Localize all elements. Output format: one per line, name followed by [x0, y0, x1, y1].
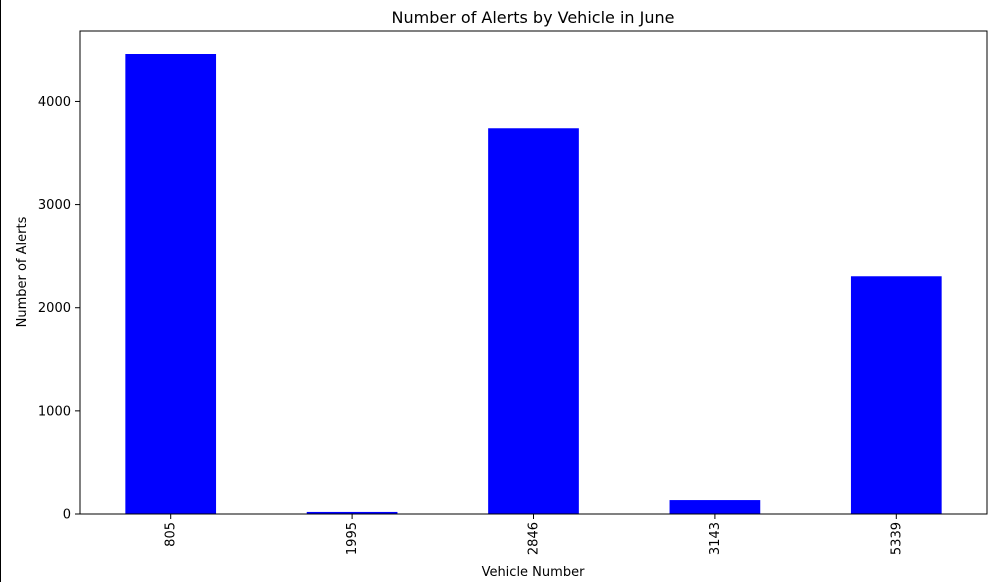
y-axis-label: Number of Alerts [15, 216, 30, 327]
y-axis: 0 1000 2000 3000 4000 [38, 95, 80, 523]
y-tick-label: 2000 [38, 301, 71, 316]
x-axis-label: Vehicle Number [482, 565, 586, 580]
x-tick-label: 2846 [527, 522, 542, 555]
x-tick-label: 805 [164, 522, 179, 547]
y-tick-label: 3000 [38, 198, 71, 213]
y-tick-label: 4000 [38, 95, 71, 110]
bar-805 [125, 54, 217, 514]
bar-5339 [850, 276, 942, 514]
bar-2846 [488, 128, 579, 515]
x-tick-label: 3143 [708, 522, 723, 555]
bar-3143 [669, 500, 761, 514]
y-tick-label: 0 [63, 508, 71, 523]
chart-title: Number of Alerts by Vehicle in June [392, 8, 675, 27]
y-tick-label: 1000 [38, 404, 71, 419]
plot-frame [79, 30, 988, 515]
x-tick-label: 1995 [345, 522, 360, 555]
bar-1995 [306, 511, 398, 514]
bars-group [125, 54, 942, 515]
window-edge [0, 0, 1, 582]
x-axis: 805 1995 2846 3143 5339 [164, 514, 904, 555]
x-tick-label: 5339 [889, 522, 904, 555]
